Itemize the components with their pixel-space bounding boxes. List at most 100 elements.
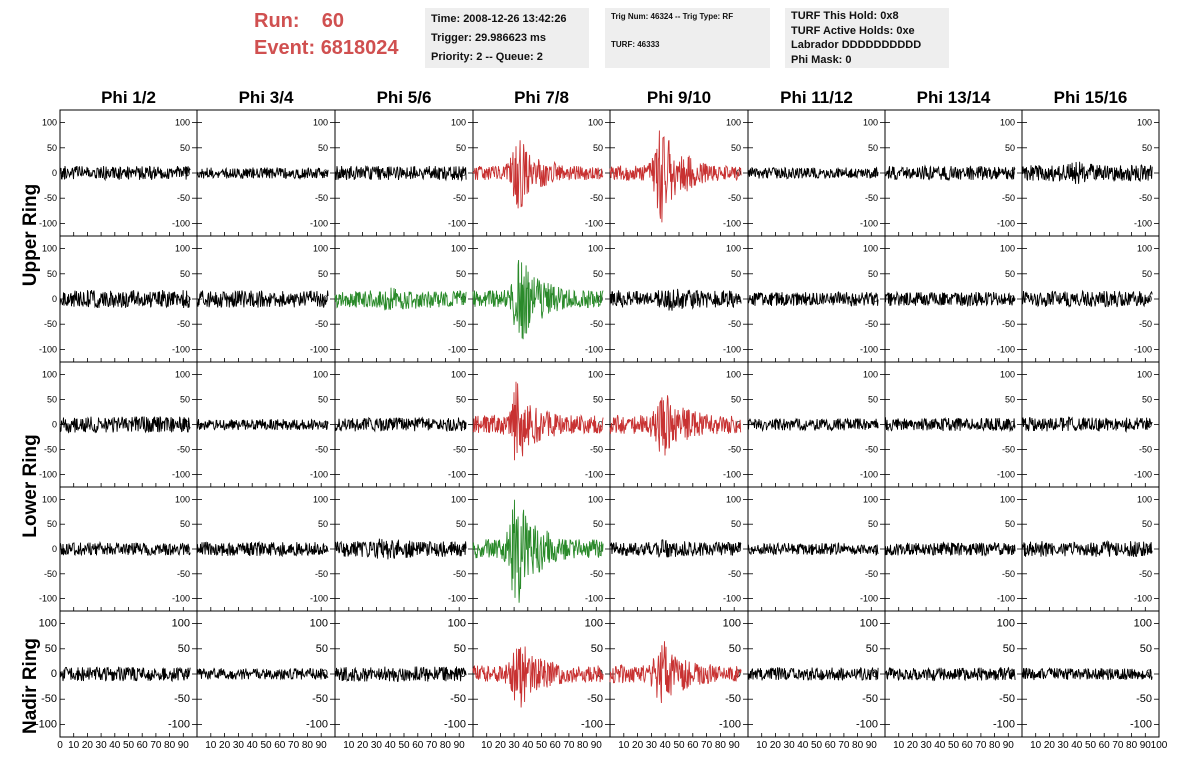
column-header: Phi 7/8	[514, 88, 569, 107]
y-tick-label: 0	[52, 544, 57, 554]
y-tick-label: 0	[598, 420, 603, 430]
y-tick-label: 50	[868, 269, 878, 279]
y-tick-label: -100	[168, 718, 190, 730]
y-tick-label: 0	[52, 294, 57, 304]
y-tick-label: 50	[47, 395, 57, 405]
y-tick-label: -100	[306, 718, 328, 730]
x-tick-label: 50	[811, 740, 823, 751]
y-tick-label: 0	[51, 668, 57, 680]
x-tick-label: 90	[729, 740, 741, 751]
y-tick-label: -50	[728, 319, 741, 329]
y-tick-label: -100	[860, 344, 878, 354]
x-tick-label: 70	[1112, 740, 1124, 751]
y-tick-label: -100	[310, 470, 328, 480]
y-tick-label: 50	[1142, 143, 1152, 153]
y-tick-label: 50	[593, 143, 603, 153]
y-tick-label: 100	[451, 118, 466, 128]
y-tick-label: 100	[451, 244, 466, 254]
x-tick-label: 60	[137, 740, 149, 751]
y-tick-label: 50	[456, 269, 466, 279]
waveform-trace	[1021, 289, 1153, 308]
x-tick-label: 40	[109, 740, 121, 751]
y-tick-label: -50	[44, 193, 57, 203]
y-tick-label: -50	[999, 693, 1015, 705]
y-tick-label: -50	[453, 319, 466, 329]
y-tick-label: 0	[52, 420, 57, 430]
trig-num-text: Trig Num: 46324 -- Trig Type: RF	[611, 12, 734, 21]
waveform-trace	[472, 140, 604, 209]
y-tick-label: -100	[997, 344, 1015, 354]
x-tick-label: 0	[57, 740, 63, 751]
y-tick-label: -100	[860, 218, 878, 228]
waveform-trace	[196, 167, 329, 180]
turf-hold-text: TURF This Hold: 0x8	[791, 10, 899, 22]
x-tick-label: 90	[178, 740, 190, 751]
y-tick-label: 100	[42, 244, 57, 254]
waveform-trace	[59, 666, 191, 683]
y-tick-label: 0	[185, 420, 190, 430]
y-tick-label: -100	[1134, 218, 1152, 228]
y-tick-label: -100	[310, 594, 328, 604]
y-tick-label: 50	[47, 519, 57, 529]
y-tick-label: -50	[44, 319, 57, 329]
column-header: Phi 9/10	[647, 88, 711, 107]
y-tick-label: -50	[44, 445, 57, 455]
waveform-trace	[609, 641, 742, 704]
y-tick-label: 100	[313, 118, 328, 128]
waveform-trace	[472, 499, 604, 603]
x-tick-label: 10	[205, 740, 217, 751]
y-tick-label: 100	[863, 370, 878, 380]
x-tick-label: 50	[1085, 740, 1097, 751]
waveform-trace	[884, 541, 1016, 557]
waveform-trace	[472, 259, 604, 340]
labrador-text: Labrador DDDDDDDDDD	[791, 39, 922, 51]
phi-mask-text: Phi Mask: 0	[791, 53, 852, 66]
waveform-trace	[334, 165, 467, 182]
y-tick-label: -50	[450, 693, 466, 705]
waveform-trace	[196, 418, 329, 431]
column-header: Phi 5/6	[377, 88, 432, 107]
x-tick-label: 10	[68, 740, 80, 751]
x-tick-label: 10	[1030, 740, 1042, 751]
y-tick-label: 50	[1005, 269, 1015, 279]
x-tick-label: 60	[962, 740, 974, 751]
y-tick-label: 50	[456, 395, 466, 405]
x-tick-label: 50	[948, 740, 960, 751]
y-tick-label: 100	[175, 370, 190, 380]
y-tick-label: 100	[42, 494, 57, 504]
x-tick-label: 80	[715, 740, 727, 751]
y-tick-label: 100	[1137, 370, 1152, 380]
y-tick-label: 100	[585, 618, 603, 630]
y-tick-label: -100	[448, 470, 466, 480]
y-tick-label: -100	[856, 718, 878, 730]
y-tick-label: 100	[997, 618, 1015, 630]
x-tick-label: 40	[934, 740, 946, 751]
trigger-text: Trigger: 29.986623 ms	[431, 32, 546, 44]
y-tick-label: -50	[865, 319, 878, 329]
waveform-trace	[334, 666, 467, 683]
y-tick-label: -100	[860, 594, 878, 604]
panel-frame	[884, 486, 1023, 612]
trig-info-box: Trig Num: 46324 -- Trig Type: RF TURF: 4…	[605, 8, 770, 68]
y-tick-label: -100	[1134, 344, 1152, 354]
x-tick-label: 30	[1058, 740, 1070, 751]
column-header: Phi 15/16	[1054, 88, 1128, 107]
y-tick-label: -50	[865, 193, 878, 203]
y-tick-label: 50	[731, 269, 741, 279]
x-tick-label: 20	[357, 740, 369, 751]
waveform-trace	[609, 395, 742, 456]
y-tick-label: 50	[316, 643, 328, 655]
y-tick-label: -50	[312, 693, 328, 705]
y-tick-label: 100	[726, 118, 741, 128]
waveform-trace	[196, 289, 329, 308]
x-tick-label: 20	[495, 740, 507, 751]
